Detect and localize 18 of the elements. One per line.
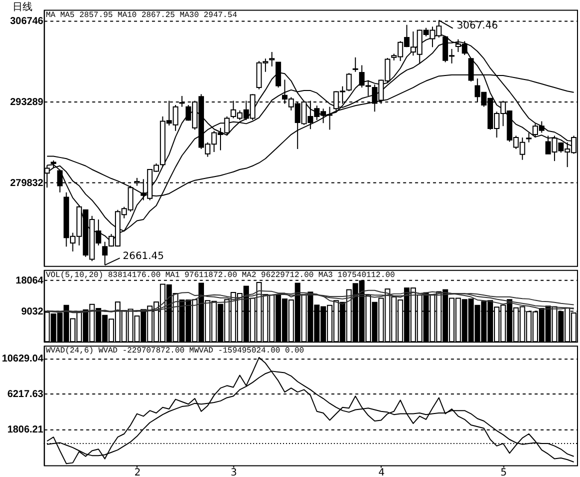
x-tick-label: 3 — [230, 468, 238, 477]
y-tick-label: 306746 — [10, 16, 44, 27]
y-tick-label: 10629.04 — [2, 354, 44, 365]
y-tick-label: 293289 — [10, 96, 44, 108]
annotation: WVAD(24,6) WVAD -229707872.00 MWVAD -159495024.00 0.00 — [46, 346, 304, 356]
y-tick-label: 279832 — [10, 178, 44, 190]
y-tick-label: 1806.21 — [7, 424, 44, 436]
y-tick-label: 9032 — [21, 306, 44, 318]
y-tick-label: 18064 — [16, 275, 44, 286]
x-tick-label: 4 — [378, 468, 385, 477]
x-tick-label: 2 — [134, 468, 141, 477]
x-tick-label: 5 — [500, 468, 507, 477]
annotation: 3067.46 — [456, 20, 498, 32]
annotation: MA MA5 2857.95 MA10 2867.25 MA30 2947.54 — [46, 10, 238, 20]
chart-title: 日线 — [12, 0, 32, 13]
annotation: 2661.45 — [122, 251, 164, 262]
y-tick-label: 6217.63 — [7, 389, 44, 400]
annotation: VOL(5,10,20) 83814176.00 MA1 97611872.00 MA2 96229712.00 MA3 107540112.00 — [46, 270, 396, 280]
